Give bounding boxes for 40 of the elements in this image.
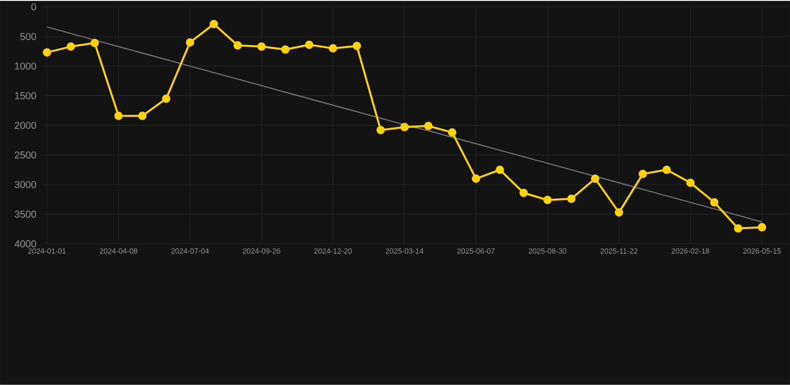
y-tick-label: 2000 xyxy=(14,122,36,129)
y-tick-label: 0 xyxy=(31,3,36,10)
point xyxy=(210,20,218,28)
y-tick-label: 4000 xyxy=(14,240,36,248)
point xyxy=(304,40,314,50)
y-tick-label: 3000 xyxy=(14,181,36,188)
point xyxy=(352,42,362,50)
point xyxy=(162,94,170,103)
point xyxy=(448,128,456,137)
point xyxy=(758,223,766,232)
point xyxy=(519,188,528,198)
y-tick-label: 500 xyxy=(20,33,36,40)
point xyxy=(400,123,409,132)
point xyxy=(424,122,433,130)
point xyxy=(590,174,600,183)
point xyxy=(66,42,76,51)
point xyxy=(90,38,99,48)
point xyxy=(376,126,385,134)
y-tick-label: 3500 xyxy=(14,210,36,218)
point xyxy=(328,44,338,53)
point xyxy=(638,170,647,178)
point xyxy=(686,178,695,188)
point xyxy=(567,194,576,204)
point xyxy=(614,208,624,217)
y-tick-label: 1500 xyxy=(15,92,36,100)
point xyxy=(138,112,147,120)
point xyxy=(662,166,671,174)
point xyxy=(496,166,504,174)
y-tick-label: 2500 xyxy=(14,152,36,159)
point xyxy=(734,224,742,233)
point xyxy=(472,174,480,183)
y-tick-label: 1000 xyxy=(15,62,36,70)
point xyxy=(281,45,290,54)
point xyxy=(257,42,266,51)
point xyxy=(42,48,52,57)
point xyxy=(114,112,123,120)
point xyxy=(710,198,718,207)
point xyxy=(543,196,552,204)
point xyxy=(186,38,194,47)
point xyxy=(233,41,242,50)
